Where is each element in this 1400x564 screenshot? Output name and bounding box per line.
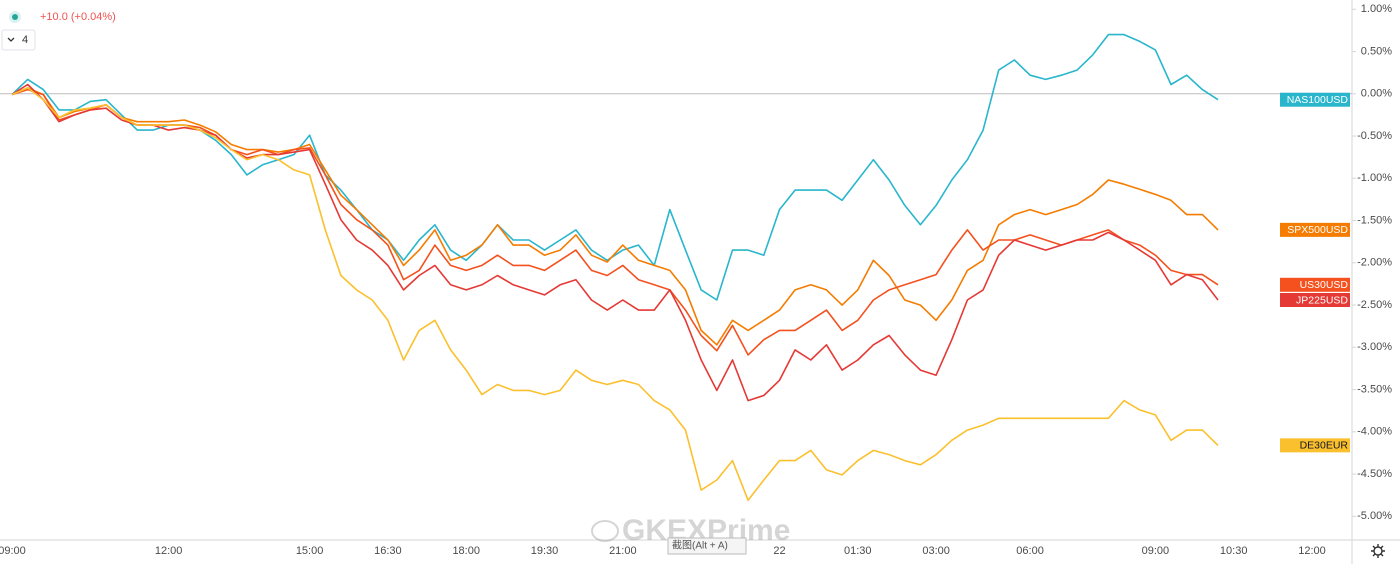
series-tag-label: US30USD	[1300, 279, 1349, 291]
series-tag-label: NAS100USD	[1287, 94, 1349, 106]
collapse-button[interactable]	[1, 29, 36, 51]
series-line	[11, 33, 1219, 301]
y-tick-label: -1.50%	[1357, 214, 1392, 226]
x-tick-label: 16:30	[374, 545, 402, 557]
series-tag	[1280, 277, 1350, 292]
y-tick-label: -3.00%	[1357, 341, 1392, 353]
x-tick-label: 12:00	[1298, 545, 1326, 557]
x-tick-label: 12:00	[155, 545, 183, 557]
y-tick-label: -3.50%	[1357, 383, 1392, 395]
series-tag	[1280, 438, 1350, 453]
tooltip-box	[667, 537, 747, 555]
series-count: 4	[22, 34, 28, 46]
status-dot	[12, 14, 18, 20]
y-tick-label: -4.00%	[1357, 426, 1392, 438]
series-tag-label: SPX500USD	[1287, 224, 1348, 236]
x-tick-label: 19:30	[531, 545, 559, 557]
y-tick-label: -0.50%	[1357, 130, 1392, 142]
y-tick-label: -2.00%	[1357, 257, 1392, 269]
y-tick-label: -2.50%	[1357, 299, 1392, 311]
tooltip: 截图(Alt + A)	[672, 539, 728, 552]
x-tick-label: 15:00	[296, 545, 324, 557]
y-tick-label: 1.00%	[1361, 3, 1392, 15]
x-tick-label: 22	[773, 545, 785, 557]
series-line	[11, 83, 1219, 402]
gear-teeth	[1371, 544, 1385, 558]
series-line	[11, 87, 1219, 346]
series-tag	[1280, 222, 1350, 237]
watermark-logo	[591, 520, 619, 542]
series-tag	[1280, 92, 1350, 107]
chevron-icon	[7, 37, 15, 42]
series-tag-label: DE30EUR	[1300, 440, 1349, 452]
x-tick-label: 09:00	[1142, 545, 1170, 557]
settings-icon[interactable]	[1371, 544, 1385, 558]
x-tick-label: 03:00	[922, 545, 950, 557]
x-tick-label: 10:30	[1220, 545, 1248, 557]
x-tick-label: 21:00	[609, 545, 637, 557]
y-tick-label: -4.50%	[1357, 468, 1392, 480]
y-tick-label: 0.00%	[1361, 88, 1392, 100]
y-tick-label: -5.00%	[1357, 510, 1392, 522]
gear-ring	[1373, 546, 1383, 556]
x-tick-label: 06:00	[1016, 545, 1044, 557]
series-tag	[1280, 293, 1350, 307]
y-tick-label: 0.50%	[1361, 45, 1392, 57]
series-line	[11, 87, 1219, 502]
x-tick-label: 18:00	[452, 545, 480, 557]
x-tick-label: 01:30	[844, 545, 872, 557]
series-tag-label: JP225USD	[1296, 294, 1348, 306]
x-tick-label: 09:00	[0, 545, 26, 557]
y-tick-label: -1.00%	[1357, 172, 1392, 184]
change-label: +10.0 (+0.04%)	[40, 11, 116, 23]
